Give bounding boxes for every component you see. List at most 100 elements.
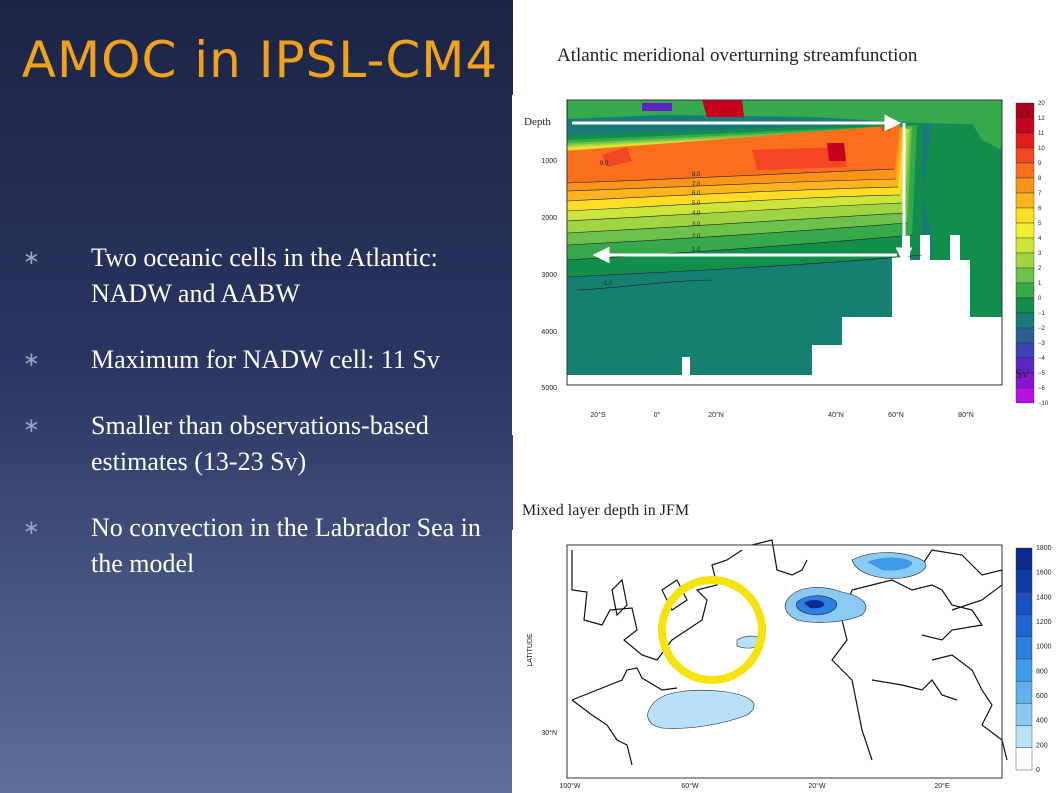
- mld-map-area: [566, 539, 1008, 779]
- colorbar-swatch: [1015, 102, 1035, 119]
- colorbar-swatch: [1015, 387, 1035, 404]
- overturning-arrows: [572, 114, 913, 265]
- bullet-item: ∗ Two oceanic cells in the Atlantic: NADW…: [20, 240, 500, 312]
- colorbar-tick-label: 400: [1036, 718, 1048, 725]
- colorbar-tick-label: 1800: [1036, 545, 1052, 552]
- bullet-text: No convection in the Labrador Sea in the…: [91, 513, 481, 578]
- colorbar-swatch: [1015, 177, 1035, 194]
- x-tick-label: 40°N: [828, 411, 844, 419]
- bullet-marker-icon: ∗: [23, 415, 40, 437]
- x-tick-label: 80°N: [958, 411, 974, 419]
- bullet-text: Two oceanic cells in the Atlantic: NADW …: [91, 243, 438, 308]
- colorbar-swatch: [1015, 747, 1033, 771]
- colorbar-swatch: [1015, 297, 1035, 314]
- labrador-sea-highlight-circle: [658, 576, 766, 684]
- mld-y-axis-label: LATITUDE: [527, 633, 534, 667]
- colorbar-tick-label: −10: [1038, 401, 1049, 407]
- bullet-item: ∗ Smaller than observations-based estimat…: [20, 408, 500, 480]
- mld-x-axis: 100°W 60°W 20°W 20°E: [559, 782, 949, 790]
- colorbar-tick-label: −1: [1038, 311, 1046, 317]
- y-tick-label: 1000: [541, 158, 557, 165]
- colorbar-tick-label: 6: [1038, 206, 1042, 212]
- colorbar-tick-label: 10: [1038, 146, 1045, 152]
- colorbar-tick-label: 5: [1038, 221, 1042, 227]
- colorbar-tick-label: −2: [1038, 326, 1046, 332]
- colorbar-tick-label: 1600: [1036, 570, 1052, 577]
- y-tick-label: 2000: [541, 215, 557, 222]
- colorbar-swatch: [1015, 237, 1035, 254]
- contour-label: 2.0: [692, 234, 701, 240]
- colorbar-swatch: [1015, 327, 1035, 344]
- colorbar-swatch: [1015, 725, 1033, 749]
- contour-label: 7.0: [692, 182, 701, 188]
- amoc-figure-title: Atlantic meridional overturning streamfu…: [557, 45, 918, 66]
- mld-figure-title: Mixed layer depth in JFM: [522, 502, 690, 519]
- contour-label: 5.0: [692, 201, 701, 207]
- colorbar-swatch: [1015, 547, 1033, 571]
- colorbar-tick-label: 0: [1038, 296, 1042, 302]
- colorbar-tick-label: 7: [1038, 191, 1042, 197]
- bullet-list: ∗ Two oceanic cells in the Atlantic: NADW…: [20, 240, 500, 612]
- x-tick-label: 20°N: [708, 411, 724, 419]
- amoc-x-axis: 20°S 0° 20°N 40°N 60°N 80°N: [590, 411, 973, 419]
- colorbar-tick-label: 8: [1038, 176, 1042, 182]
- contour-label: 9.0: [600, 161, 609, 167]
- colorbar-tick-label: 11: [1038, 131, 1045, 137]
- colorbar-tick-label: 4: [1038, 236, 1042, 242]
- amoc-colorbar: [1015, 102, 1035, 404]
- colorbar-swatch: [1015, 117, 1035, 134]
- x-tick-label: 20°S: [590, 411, 606, 419]
- colorbar-tick-label: 2: [1038, 266, 1042, 272]
- colorbar-tick-label: 0: [1036, 767, 1040, 774]
- colorbar-tick-label: −6: [1038, 386, 1046, 392]
- bullet-text: Smaller than observations-based estimate…: [91, 411, 429, 476]
- contour-label: 1.0: [692, 247, 701, 253]
- amoc-unit-label: Sv: [1015, 366, 1029, 381]
- amoc-streamfunction-plot: 8.0 7.0 6.0 5.0 4.0 3.0 2.0 1.0 -1.0 9.0…: [512, 95, 1058, 435]
- x-tick-label: 100°W: [559, 782, 580, 790]
- colorbar-swatch: [1015, 147, 1035, 164]
- colorbar-swatch: [1015, 680, 1033, 704]
- mld-colorbar: [1015, 547, 1033, 771]
- amoc-y-axis: 1000 2000 3000 4000 5000: [541, 158, 557, 392]
- y-tick-label: 5000: [541, 385, 557, 392]
- colorbar-swatch: [1015, 636, 1033, 660]
- colorbar-tick-label: −3: [1038, 341, 1046, 347]
- colorbar-swatch: [1015, 312, 1035, 329]
- colorbar-tick-label: 20: [1038, 101, 1045, 107]
- colorbar-swatch: [1015, 282, 1035, 299]
- colorbar-swatch: [1015, 162, 1035, 179]
- y-tick-label: 4000: [541, 329, 557, 336]
- colorbar-swatch: [1015, 342, 1035, 359]
- bullet-marker-icon: ∗: [23, 247, 40, 269]
- slide-left-panel: AMOC in IPSL-CM4 ∗ Two oceanic cells in t…: [0, 0, 513, 793]
- colorbar-swatch: [1015, 703, 1033, 726]
- y-tick-label: 3000: [541, 272, 557, 279]
- y-tick-label: 30°N: [541, 729, 557, 737]
- x-tick-label: 60°W: [681, 782, 699, 790]
- contour-label: 6.0: [692, 191, 701, 197]
- colorbar-tick-label: −5: [1038, 371, 1046, 377]
- amoc-field: [566, 100, 1002, 385]
- bullet-marker-icon: ∗: [23, 349, 40, 371]
- colorbar-tick-label: 3: [1038, 251, 1042, 257]
- x-tick-label: 0°: [654, 411, 661, 419]
- colorbar-swatch: [1015, 614, 1033, 637]
- colorbar-swatch: [1015, 132, 1035, 149]
- amoc-depth-label: Depth: [524, 116, 551, 128]
- contour-label: 8.0: [692, 172, 701, 178]
- bullet-text: Maximum for NADW cell: 11 Sv: [91, 345, 440, 374]
- contour-label: 3.0: [692, 222, 701, 228]
- bullet-marker-icon: ∗: [23, 517, 40, 539]
- colorbar-swatch: [1015, 267, 1035, 284]
- mixed-layer-depth-map: LATITUDE 30°N 100°W 60°W 20°W 20°E 1800 1…: [512, 530, 1058, 793]
- x-tick-label: 20°E: [934, 782, 950, 790]
- colorbar-tick-label: 1: [1038, 281, 1042, 287]
- colorbar-swatch: [1015, 222, 1035, 239]
- colorbar-swatch: [1015, 192, 1035, 209]
- x-tick-label: 20°W: [808, 782, 826, 790]
- colorbar-swatch: [1015, 592, 1033, 615]
- colorbar-tick-label: 800: [1036, 668, 1048, 675]
- colorbar-tick-label: 9: [1038, 161, 1042, 167]
